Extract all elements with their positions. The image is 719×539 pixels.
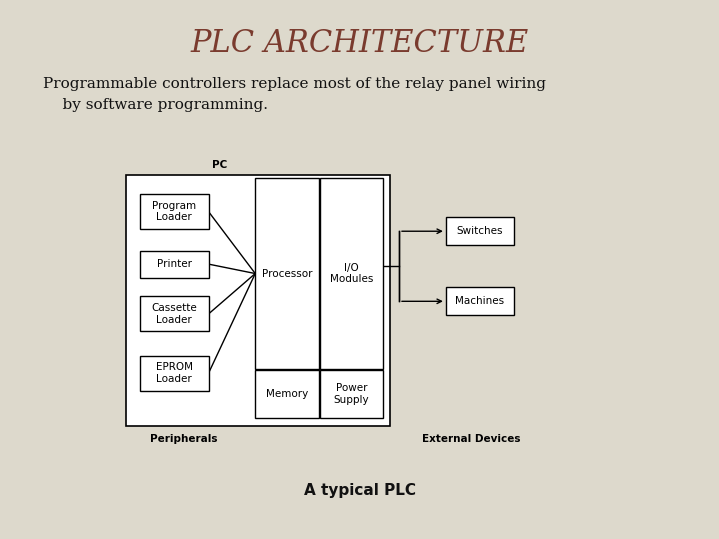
Bar — [446, 287, 514, 315]
Text: by software programming.: by software programming. — [43, 98, 268, 112]
Text: Program
Loader: Program Loader — [152, 201, 196, 223]
Bar — [255, 370, 319, 418]
Bar — [446, 217, 514, 245]
Text: PC: PC — [211, 160, 227, 170]
Text: A typical PLC: A typical PLC — [303, 483, 416, 498]
Text: EPROM
Loader: EPROM Loader — [156, 362, 193, 384]
Text: Peripherals: Peripherals — [150, 434, 217, 444]
Text: Power
Supply: Power Supply — [334, 383, 370, 405]
Bar — [140, 251, 209, 278]
Bar — [126, 175, 390, 426]
Text: Programmable controllers replace most of the relay panel wiring: Programmable controllers replace most of… — [43, 77, 546, 91]
Bar — [255, 178, 319, 369]
Text: Machines: Machines — [455, 296, 505, 306]
Bar — [140, 296, 209, 331]
Bar — [320, 370, 383, 418]
Text: Switches: Switches — [457, 226, 503, 236]
Bar — [140, 194, 209, 229]
Bar — [140, 356, 209, 391]
Text: Memory: Memory — [266, 389, 308, 399]
Text: Printer: Printer — [157, 259, 192, 269]
Text: Cassette
Loader: Cassette Loader — [152, 303, 197, 325]
Text: I/O
Modules: I/O Modules — [330, 262, 373, 285]
Text: Processor: Processor — [262, 268, 312, 279]
Text: PLC ARCHITECTURE: PLC ARCHITECTURE — [191, 27, 528, 59]
Text: External Devices: External Devices — [422, 434, 520, 444]
Bar — [320, 178, 383, 369]
